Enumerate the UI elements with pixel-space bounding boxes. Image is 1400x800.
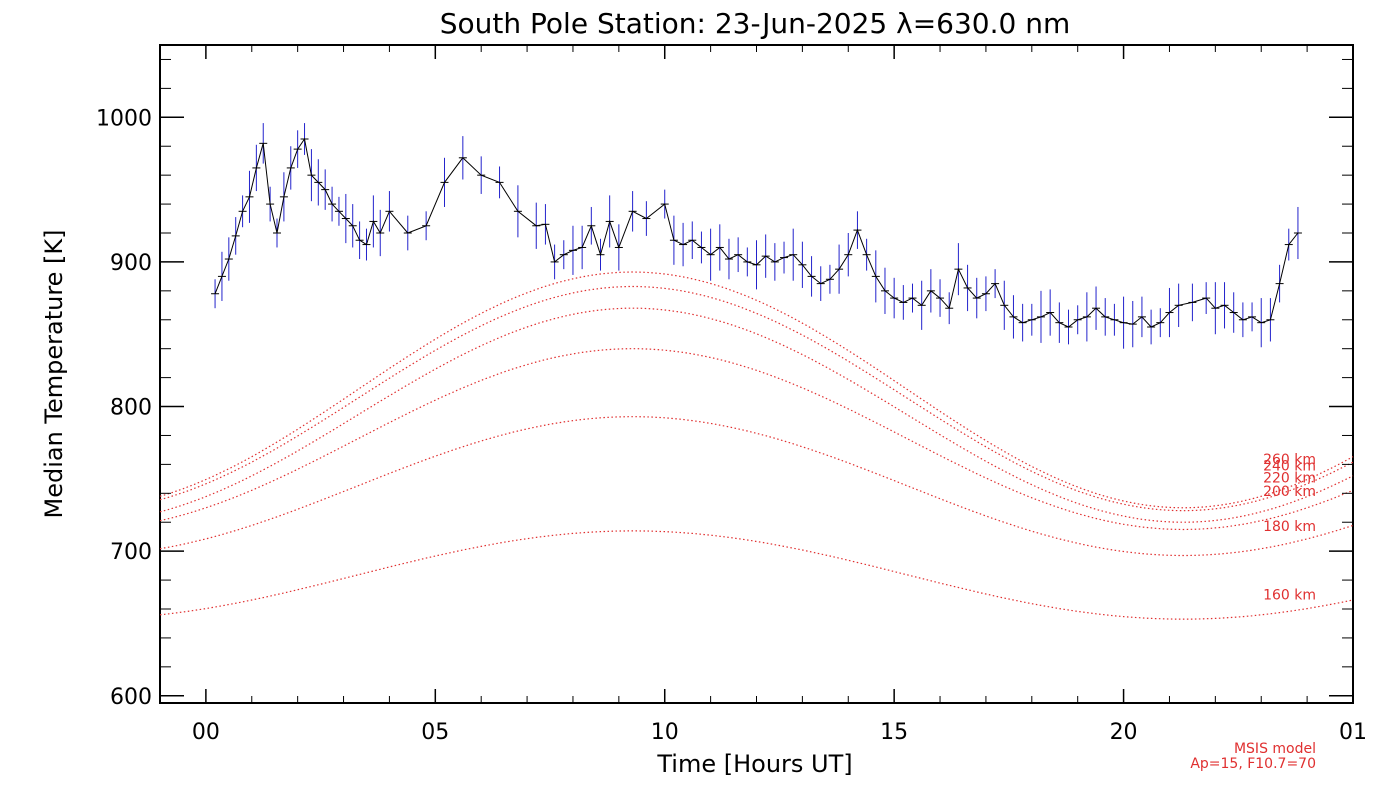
- y-tick-label: 1000: [96, 106, 152, 131]
- chart-title: South Pole Station: 23-Jun-2025 λ=630.0 …: [440, 7, 1071, 40]
- altitude-label: 240 km: [1263, 458, 1316, 474]
- model-curve: [159, 416, 1354, 557]
- model-label-line2: Ap=15, F10.7=70: [1190, 756, 1316, 772]
- model-label-line1: MSIS model: [1234, 741, 1316, 757]
- tick-labels: 00 05 10 15 20 01 600 700 800 900 1000: [96, 106, 1367, 745]
- model-curve: [159, 307, 1354, 523]
- x-tick-label: 00: [192, 720, 220, 745]
- model-curves: [159, 271, 1354, 620]
- plot-frame: [159, 44, 1354, 704]
- y-tick-label: 800: [110, 396, 152, 421]
- data-series: [211, 137, 1302, 328]
- y-tick-label: 900: [110, 251, 152, 276]
- model-curve: [159, 285, 1354, 512]
- x-axis-label: Time [Hours UT]: [656, 750, 852, 778]
- x-tick-label: 01: [1339, 720, 1367, 745]
- x-tick-label: 10: [651, 720, 679, 745]
- model-curve: [159, 530, 1354, 620]
- x-tick-label: 20: [1110, 720, 1138, 745]
- x-tick-label: 05: [421, 720, 449, 745]
- data-line: [214, 137, 1299, 328]
- model-curve: [159, 348, 1354, 531]
- model-curve: [159, 271, 1354, 509]
- altitude-label: 200 km: [1263, 484, 1316, 500]
- error-bars: [214, 123, 1299, 349]
- x-tick-label: 15: [880, 720, 908, 745]
- y-tick-label: 700: [110, 540, 152, 565]
- axis-ticks: [159, 45, 1354, 703]
- altitude-label: 260 km: [1263, 452, 1316, 468]
- altitude-label: 160 km: [1263, 588, 1316, 604]
- y-axis-label: Median Temperature [K]: [40, 229, 68, 518]
- y-tick-label: 600: [110, 685, 152, 710]
- altitude-label: 180 km: [1263, 519, 1316, 535]
- altitude-label: 220 km: [1263, 470, 1316, 486]
